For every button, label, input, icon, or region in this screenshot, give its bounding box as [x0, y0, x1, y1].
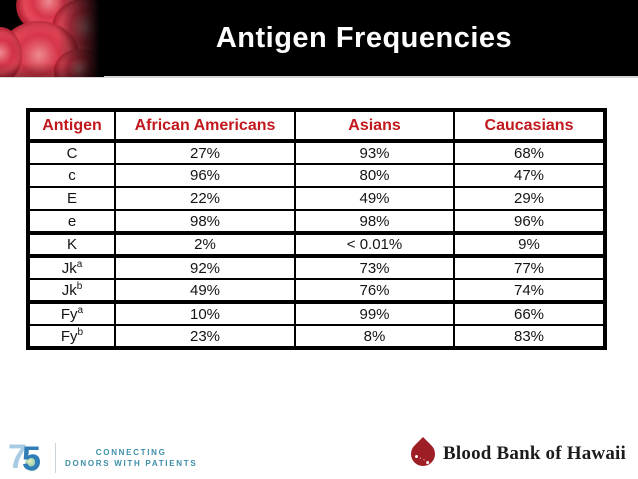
antigen-label: E	[66, 190, 77, 207]
value-cell: 74%	[453, 278, 606, 304]
blood-drop-icon	[406, 434, 441, 474]
value-cell: 22%	[114, 186, 296, 211]
image-fade-overlay	[0, 0, 104, 77]
antigen-superscript: b	[77, 326, 84, 338]
digit-five: 5	[22, 440, 41, 478]
antigen-cell: Fyb	[27, 324, 116, 349]
antigen-cell: K	[27, 232, 116, 258]
value-cell: 96%	[114, 163, 296, 188]
value-cell: 49%	[294, 186, 455, 211]
antigen-label: Fy	[60, 327, 78, 345]
table-row: E 22% 49% 29%	[27, 186, 606, 211]
value-cell: 93%	[294, 140, 455, 165]
table-row: Fyb 23% 8% 83%	[27, 324, 606, 349]
blood-bank-logo: Blood Bank of Hawaii	[406, 434, 626, 474]
antigen-label: Jk	[61, 281, 77, 299]
slide-title: Antigen Frequencies	[215, 21, 513, 54]
drop-shape	[406, 437, 441, 471]
value-cell: 9%	[453, 232, 606, 258]
value-cell: 66%	[453, 301, 606, 326]
value-cell: 98%	[294, 209, 455, 235]
antigen-cell: Jkb	[27, 278, 116, 304]
table-row: e 98% 98% 96%	[27, 209, 606, 235]
antigen-superscript: a	[77, 304, 84, 316]
antigen-cell: E	[27, 186, 116, 211]
value-cell: 68%	[453, 140, 606, 165]
table-row: c 96% 80% 47%	[27, 163, 606, 188]
table-row: C 27% 93% 68%	[27, 140, 606, 165]
antigen-label: e	[67, 212, 77, 230]
tagline: CONNECTING DONORS WITH PATIENTS	[65, 447, 197, 469]
column-header-antigen: Antigen	[27, 109, 116, 143]
value-cell: < 0.01%	[294, 232, 455, 258]
table-row: Jkb 49% 76% 74%	[27, 278, 606, 304]
value-cell: 29%	[453, 186, 606, 211]
antigen-label: c	[68, 167, 76, 184]
value-cell: 76%	[294, 278, 455, 304]
value-cell: 47%	[453, 163, 606, 188]
value-cell: 83%	[453, 324, 606, 349]
value-cell: 73%	[294, 255, 455, 280]
value-cell: 99%	[294, 301, 455, 326]
tagline-line-1: CONNECTING	[95, 447, 167, 457]
antigen-cell: C	[27, 140, 116, 165]
value-cell: 2%	[114, 232, 296, 258]
globe-icon	[25, 457, 39, 471]
value-cell: 23%	[114, 324, 296, 349]
antigen-label: K	[66, 236, 77, 253]
tagline-line-2: DONORS WITH PATIENTS	[65, 458, 198, 468]
column-header-caucasians: Caucasians	[453, 109, 606, 143]
antigen-cell: e	[27, 209, 116, 235]
table-row: Jka 92% 73% 77%	[27, 255, 606, 280]
value-cell: 92%	[114, 255, 296, 280]
table-row: K 2% < 0.01% 9%	[27, 232, 606, 258]
seventy-five-logo: 7 5	[8, 438, 48, 478]
anniversary-logo: 7 5 CONNECTING DONORS WITH PATIENTS	[8, 438, 197, 478]
logo-divider	[55, 442, 56, 473]
antigen-superscript: b	[76, 280, 83, 292]
org-name: Blood Bank of Hawaii	[443, 443, 626, 464]
value-cell: 77%	[453, 255, 606, 280]
antigen-cell: Jka	[27, 255, 116, 280]
antigen-cell: c	[27, 163, 116, 188]
value-cell: 96%	[453, 209, 606, 235]
antigen-frequency-table: Antigen African Americans Asians Caucasi…	[26, 108, 607, 350]
antigen-label: Jk	[61, 259, 77, 277]
value-cell: 80%	[294, 163, 455, 188]
value-cell: 8%	[294, 324, 455, 349]
header-bar: Antigen Frequencies	[0, 0, 638, 78]
value-cell: 98%	[114, 209, 296, 235]
antigen-cell: Fya	[27, 301, 116, 326]
column-header-asians: Asians	[294, 109, 455, 143]
table-row: Fya 10% 99% 66%	[27, 301, 606, 326]
red-blood-cells-image	[0, 0, 104, 77]
digit-seven: 7	[8, 438, 27, 476]
antigen-label: C	[66, 144, 78, 162]
value-cell: 27%	[114, 140, 296, 165]
table-header-row: Antigen African Americans Asians Caucasi…	[27, 109, 606, 143]
value-cell: 10%	[114, 301, 296, 326]
column-header-african-americans: African Americans	[114, 109, 296, 143]
antigen-superscript: a	[76, 258, 83, 270]
value-cell: 49%	[114, 278, 296, 304]
antigen-label: Fy	[60, 305, 78, 323]
